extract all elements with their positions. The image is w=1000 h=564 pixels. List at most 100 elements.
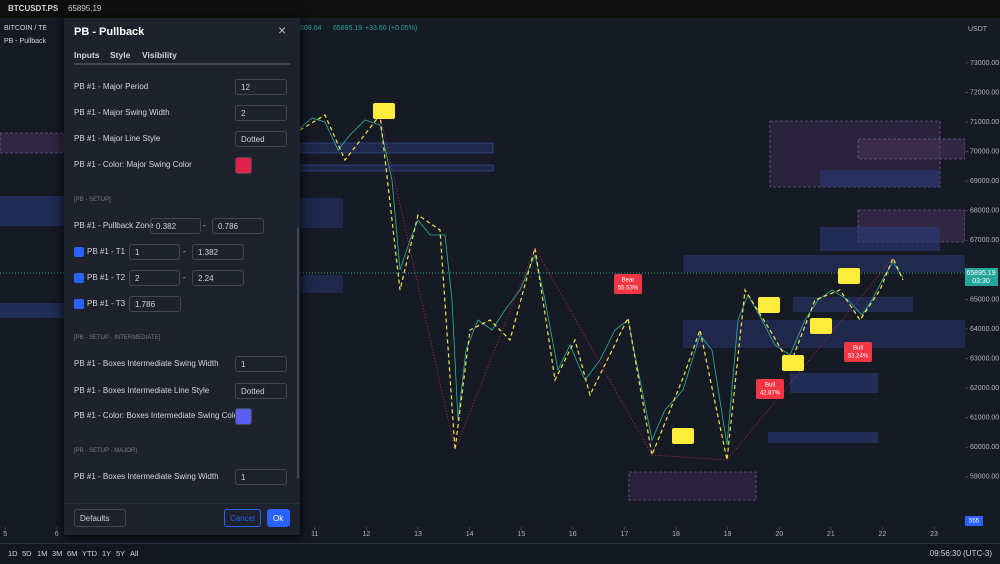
signal-box [756, 379, 784, 399]
swing-label [672, 428, 694, 444]
time-tick-label: 21 [827, 531, 835, 538]
time-tick-label: 14 [466, 531, 474, 538]
number-input[interactable]: 2 [235, 105, 287, 121]
section-header: [PB - SETUP - INTERMEDIATE] [74, 335, 161, 341]
price-tick-label: 68000.00 [970, 208, 999, 215]
time-tick-label: 17 [621, 531, 629, 538]
top-bar: BTCUSDT.PS 65895.19 [0, 0, 1000, 18]
input-label: PB #1 - Pullback Zone [74, 221, 154, 230]
range-button[interactable]: 3M [52, 549, 63, 558]
signal-value: 42.87% [760, 391, 781, 397]
swing-label [758, 297, 780, 313]
zone [0, 196, 64, 226]
time-tick-label: 11 [311, 531, 318, 538]
zone [0, 132, 65, 154]
input-label: PB #1 - Major Period [74, 82, 149, 91]
price-axis: 73000.00 72000.00 71000.00 70000.00 69000.00… [965, 60, 999, 481]
tab-divider [74, 63, 290, 65]
chart: 73000.00 72000.00 71000.00 70000.00 69000.00… [0, 18, 1000, 538]
symbol-tab[interactable]: BTCUSDT.PS [8, 4, 59, 13]
zone [820, 170, 940, 187]
select[interactable]: Dotted [235, 131, 287, 147]
signal-box [614, 274, 642, 294]
section-header: [PB - SETUP] [74, 197, 111, 203]
signal-box [844, 342, 872, 362]
scrollbar [297, 228, 299, 478]
time-tick-label: 15 [517, 531, 525, 538]
close-button[interactable]: × [278, 22, 287, 38]
range-button[interactable]: 1D [8, 549, 18, 558]
range-button[interactable]: 1M [37, 549, 48, 558]
range-button[interactable]: All [130, 549, 139, 558]
price-trace [299, 117, 904, 446]
input-label: PB #1 - T1 [87, 247, 126, 256]
time-tick-label: 5 [3, 531, 7, 538]
tab[interactable]: Visibility [142, 50, 177, 60]
price-tick-label: 65000.00 [970, 296, 999, 303]
checkbox[interactable] [74, 247, 84, 257]
zone [300, 198, 343, 228]
tab[interactable]: Style [110, 50, 131, 60]
swing-zigzag [299, 113, 904, 461]
color-swatch[interactable] [235, 157, 252, 174]
zone [299, 142, 494, 154]
select[interactable]: Dotted [235, 383, 287, 399]
price-tick-label: 70000.00 [970, 148, 999, 155]
time-tick-label: 23 [930, 531, 938, 538]
swing-label [373, 103, 395, 119]
swing-label [810, 318, 832, 334]
zone [299, 164, 494, 172]
signal-label: Bear [622, 278, 635, 284]
defaults-button[interactable]: Defaults [74, 509, 126, 527]
number-input[interactable]: 1.786 [129, 296, 181, 312]
input-label: PB #1 - Boxes Intermediate Swing Width [74, 359, 219, 368]
input-label: PB #1 - Boxes Intermediate Swing Width [74, 472, 219, 481]
range-button[interactable]: 1Y [102, 549, 112, 558]
price-tick-label: 64000.00 [970, 326, 999, 333]
signal-value: 53.24% [848, 354, 869, 360]
range-separator: - [183, 273, 186, 282]
input-label: PB #1 - Major Swing Width [74, 108, 170, 117]
number-input[interactable]: 12 [235, 79, 287, 95]
checkbox[interactable] [74, 273, 84, 283]
zone [857, 138, 966, 160]
number-input[interactable]: 1.382 [192, 244, 244, 260]
footer-divider [64, 503, 300, 504]
number-input[interactable]: 1 [129, 244, 180, 260]
tab[interactable]: Inputs [74, 50, 100, 60]
range-button[interactable]: 5D [22, 549, 32, 558]
swing-label [782, 355, 804, 371]
color-swatch[interactable] [235, 408, 252, 425]
number-input[interactable]: 1 [235, 356, 287, 372]
price-tick-label: 69000.00 [970, 178, 999, 185]
number-input[interactable]: 0.786 [212, 218, 264, 234]
price-tick-label: 71000.00 [970, 119, 999, 126]
ok-button[interactable]: Ok [267, 509, 290, 527]
range-button[interactable]: YTD [82, 549, 97, 558]
zone [628, 471, 757, 501]
input-label: PB #1 - Color: Major Swing Color [74, 160, 192, 169]
number-input[interactable]: 2.24 [192, 270, 244, 286]
number-input[interactable]: 2 [129, 270, 180, 286]
countdown: 03:30 [972, 278, 990, 285]
input-label: PB #1 - Color: Boxes Intermediate Swing … [74, 411, 241, 420]
time-tick-label: 18 [672, 531, 680, 538]
signal-label: Bull [765, 383, 775, 389]
number-input[interactable]: 1 [235, 469, 287, 485]
range-button[interactable]: 6M [67, 549, 78, 558]
zones [0, 120, 966, 501]
number-input[interactable]: 0.382 [150, 218, 201, 234]
swing-labels [373, 103, 860, 444]
signals: Bear 55.53% Bull 42.87% Bull 53.24% [614, 274, 872, 399]
zone [0, 303, 64, 318]
range-button[interactable]: 5Y [116, 549, 126, 558]
cancel-button[interactable]: Cancel [224, 509, 261, 527]
time-tick-label: 20 [775, 531, 783, 538]
price-tick-label: 72000.00 [970, 89, 999, 96]
currency: USDT [968, 26, 988, 33]
zone [820, 227, 940, 251]
swing-label [838, 268, 860, 284]
checkbox[interactable] [74, 299, 84, 309]
price-tick-label: 61000.00 [970, 415, 999, 422]
